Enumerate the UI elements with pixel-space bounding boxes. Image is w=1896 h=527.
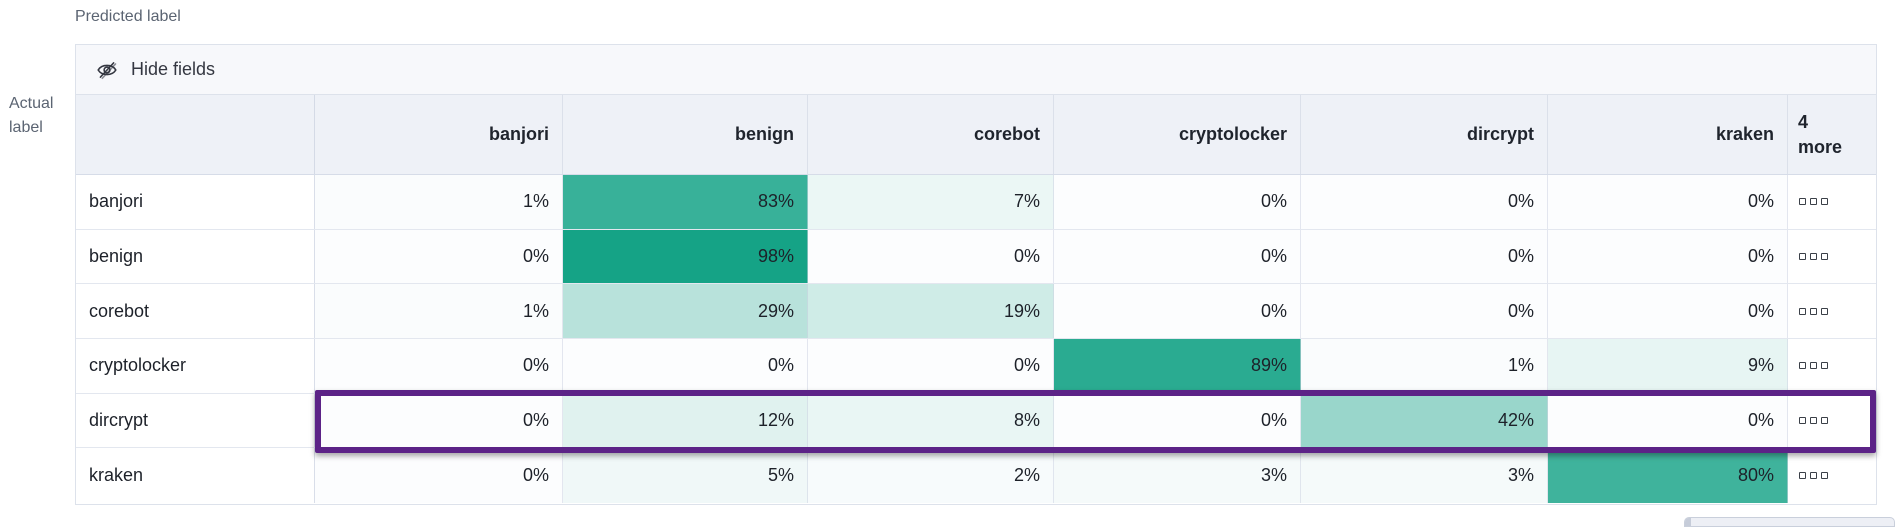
matrix-cell-cryptolocker-cryptolocker: 89%: [1054, 338, 1301, 393]
matrix-cell-cryptolocker-kraken: 9%: [1548, 338, 1788, 393]
matrix-cell-corebot-benign: 29%: [563, 284, 808, 338]
table-row-banjori: banjori 1% 83% 7% 0% 0% 0%: [76, 175, 1876, 230]
header-more-columns[interactable]: 4 more: [1788, 95, 1876, 174]
actual-label-line2: label: [9, 119, 43, 136]
hide-fields-button[interactable]: Hide fields: [76, 45, 1876, 95]
column-header-benign[interactable]: benign: [563, 95, 808, 174]
row-more-columns-button-dircrypt[interactable]: [1788, 393, 1876, 448]
row-more-columns-button-cryptolocker[interactable]: [1788, 338, 1876, 393]
matrix-cell-benign-corebot: 0%: [808, 229, 1054, 284]
matrix-cell-dircrypt-benign: 12%: [563, 393, 808, 448]
table-row-dircrypt: dircrypt 0% 12% 8% 0% 42% 0%: [76, 393, 1876, 449]
matrix-cell-dircrypt-banjori: 0%: [315, 393, 563, 448]
matrix-cell-dircrypt-corebot: 8%: [808, 393, 1054, 448]
matrix-cell-kraken-banjori: 0%: [315, 448, 563, 503]
matrix-cell-benign-dircrypt: 0%: [1301, 229, 1548, 284]
matrix-cell-corebot-kraken: 0%: [1548, 284, 1788, 338]
scrollbar-thumb-edge: [1685, 518, 1691, 526]
boxes-horizontal-icon: [1799, 252, 1828, 260]
row-label-cryptolocker: cryptolocker: [76, 338, 315, 393]
matrix-cell-corebot-banjori: 1%: [315, 284, 563, 338]
column-header-dircrypt[interactable]: dircrypt: [1301, 95, 1548, 174]
row-label-corebot: corebot: [76, 284, 315, 338]
actual-label-line1: Actual: [9, 95, 54, 112]
matrix-cell-dircrypt-dircrypt: 42%: [1301, 393, 1548, 448]
column-header-corebot[interactable]: corebot: [808, 95, 1054, 174]
matrix-cell-kraken-corebot: 2%: [808, 448, 1054, 503]
column-header-kraken[interactable]: kraken: [1548, 95, 1788, 174]
boxes-horizontal-icon: [1799, 307, 1828, 315]
matrix-cell-corebot-corebot: 19%: [808, 284, 1054, 338]
matrix-cell-cryptolocker-corebot: 0%: [808, 338, 1054, 393]
grid-header-row: banjori benign corebot cryptolocker dircrypt…: [76, 95, 1876, 175]
matrix-cell-banjori-corebot: 7%: [808, 175, 1054, 229]
table-row-cryptolocker: cryptolocker 0% 0% 0% 89% 1% 9%: [76, 338, 1876, 394]
row-more-columns-button-banjori[interactable]: [1788, 175, 1876, 229]
table-row-corebot: corebot 1% 29% 19% 0% 0% 0%: [76, 284, 1876, 339]
more-columns-count: 4: [1798, 111, 1809, 132]
confusion-matrix-grid: Hide fields banjori benign corebot cryptolo…: [75, 44, 1877, 505]
row-more-columns-button-benign[interactable]: [1788, 229, 1876, 284]
boxes-horizontal-icon: [1799, 416, 1828, 424]
matrix-cell-kraken-dircrypt: 3%: [1301, 448, 1548, 503]
predicted-label-axis-title: Predicted label: [75, 8, 181, 25]
column-header-banjori[interactable]: banjori: [315, 95, 563, 174]
matrix-cell-banjori-kraken: 0%: [1548, 175, 1788, 229]
row-label-dircrypt: dircrypt: [76, 393, 315, 448]
eye-closed-icon: [96, 59, 118, 81]
actual-label-axis-title: Actual label: [9, 92, 69, 140]
matrix-cell-benign-kraken: 0%: [1548, 229, 1788, 284]
horizontal-scrollbar-stub[interactable]: [1684, 517, 1895, 527]
matrix-cell-kraken-cryptolocker: 3%: [1054, 448, 1301, 503]
table-row-benign: benign 0% 98% 0% 0% 0% 0%: [76, 229, 1876, 285]
matrix-cell-benign-banjori: 0%: [315, 229, 563, 284]
matrix-cell-kraken-benign: 5%: [563, 448, 808, 503]
row-more-columns-button-kraken[interactable]: [1788, 448, 1876, 503]
row-label-benign: benign: [76, 229, 315, 284]
more-columns-word: more: [1798, 136, 1843, 157]
matrix-cell-benign-cryptolocker: 0%: [1054, 229, 1301, 284]
matrix-cell-benign-benign: 98%: [563, 229, 808, 284]
header-corner-cell: [76, 95, 315, 174]
row-label-kraken: kraken: [76, 448, 315, 503]
row-more-columns-button-corebot[interactable]: [1788, 284, 1876, 338]
matrix-cell-banjori-benign: 83%: [563, 175, 808, 229]
matrix-cell-cryptolocker-dircrypt: 1%: [1301, 338, 1548, 393]
table-row-kraken: kraken 0% 5% 2% 3% 3% 80%: [76, 448, 1876, 503]
matrix-cell-dircrypt-cryptolocker: 0%: [1054, 393, 1301, 448]
hide-fields-label: Hide fields: [131, 59, 216, 79]
matrix-cell-corebot-dircrypt: 0%: [1301, 284, 1548, 338]
row-label-banjori: banjori: [76, 175, 315, 229]
boxes-horizontal-icon: [1799, 198, 1828, 206]
matrix-cell-banjori-dircrypt: 0%: [1301, 175, 1548, 229]
matrix-cell-banjori-cryptolocker: 0%: [1054, 175, 1301, 229]
matrix-cell-corebot-cryptolocker: 0%: [1054, 284, 1301, 338]
boxes-horizontal-icon: [1799, 362, 1828, 370]
matrix-cell-kraken-kraken: 80%: [1548, 448, 1788, 503]
grid-body: banjori 1% 83% 7% 0% 0% 0% benign 0% 98% 0% 0% 0% 0% c…: [76, 175, 1876, 503]
matrix-cell-banjori-banjori: 1%: [315, 175, 563, 229]
boxes-horizontal-icon: [1799, 472, 1828, 480]
matrix-cell-cryptolocker-banjori: 0%: [315, 338, 563, 393]
column-header-cryptolocker[interactable]: cryptolocker: [1054, 95, 1301, 174]
matrix-cell-cryptolocker-benign: 0%: [563, 338, 808, 393]
matrix-cell-dircrypt-kraken: 0%: [1548, 393, 1788, 448]
